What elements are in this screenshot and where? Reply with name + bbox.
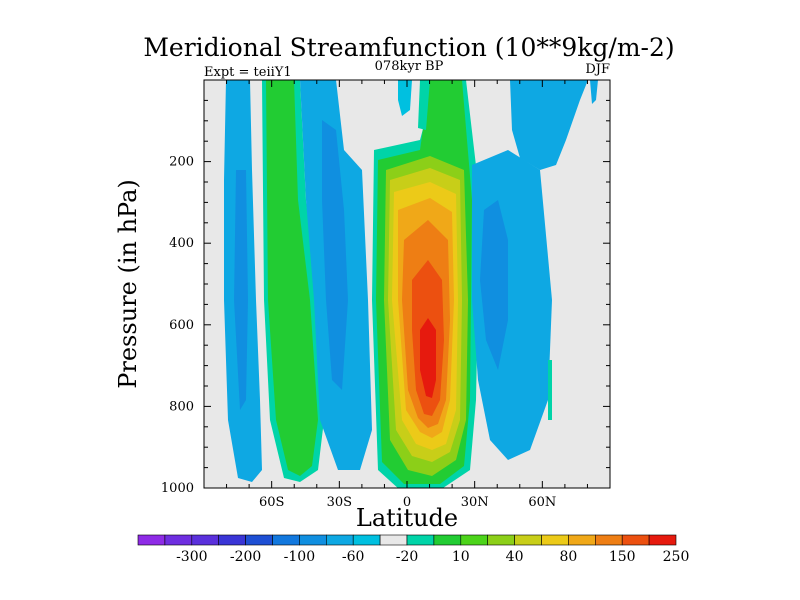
contour-northern-polar-streak	[590, 80, 598, 104]
x-tick-label: 30S	[327, 495, 352, 510]
contour-northern-small-feature	[548, 360, 552, 420]
x-tick-label: 0	[403, 495, 411, 510]
y-tick-label: 200	[169, 155, 194, 170]
x-axis: 60S 30S 0 30N 60N	[226, 80, 588, 510]
y-tick-label: 600	[169, 318, 194, 333]
x-tick-label: 30N	[461, 495, 489, 510]
contour-northern-hadley-core	[420, 318, 436, 398]
x-tick-label: 60N	[528, 495, 556, 510]
colorbar-bin	[568, 534, 596, 546]
colorbar-bin	[325, 534, 354, 546]
y-tick-label: 400	[169, 236, 194, 251]
center-subtitle: 078kyr BP	[375, 59, 444, 74]
colorbar-bin	[514, 534, 542, 546]
colorbar-bin	[648, 534, 677, 546]
colorbar-label: -20	[396, 549, 419, 565]
colorbar-bin	[541, 534, 569, 546]
colorbar-bin	[406, 534, 435, 546]
y-axis: 200 400 600 800 1000	[161, 99, 610, 496]
contour-northern-ferrel-core	[480, 200, 508, 370]
colorbar-bin	[299, 534, 327, 546]
plot-area: 60S 30S 0 30N 60N 200 400 600 800 1000	[161, 79, 611, 510]
colorbar-bin	[245, 534, 273, 546]
colorbar-bin	[460, 534, 488, 546]
contour-southern-cell-core	[234, 170, 248, 410]
colorbar-bin	[218, 534, 246, 546]
colorbar-bin	[487, 534, 515, 546]
contour-southern-ferrel-core	[266, 80, 318, 476]
contour-fill	[224, 80, 598, 488]
colorbar-label: 150	[609, 549, 636, 565]
colorbar-bin	[379, 534, 408, 546]
y-tick-label: 800	[169, 399, 194, 414]
colorbar-label: -60	[342, 549, 365, 565]
colorbar-bin	[191, 534, 220, 546]
colorbar-bin	[272, 534, 300, 546]
y-axis-label: Pressure (in hPa)	[114, 179, 142, 389]
colorbar-label: 10	[452, 549, 470, 565]
colorbar-bin	[621, 534, 650, 546]
colorbar-bin	[433, 534, 462, 546]
colorbar-label: -300	[176, 549, 207, 565]
colorbar-label: 250	[663, 549, 690, 565]
colorbar-label: -100	[284, 549, 315, 565]
chart-title: Meridional Streamfunction (10**9kg/m-2)	[143, 33, 674, 62]
colorbar-bin	[164, 534, 193, 546]
contour-top-streak-a	[398, 80, 412, 116]
colorbar-label: 40	[506, 549, 524, 565]
contour-southern-hadley-core	[322, 120, 348, 390]
x-axis-label: Latitude	[356, 504, 458, 532]
left-subtitle: Expt = teiiY1	[204, 65, 292, 80]
contour-northern-polar-band	[510, 80, 588, 170]
colorbar-bin	[137, 534, 166, 546]
colorbar-bin	[352, 534, 381, 546]
right-subtitle: DJF	[585, 62, 610, 77]
colorbar-label: -200	[230, 549, 261, 565]
contour-top-streak-b	[418, 80, 430, 130]
colorbar: -300 -200 -100 -60 -20 10 40 80 150 250	[137, 534, 690, 565]
colorbar-bin	[594, 534, 623, 546]
colorbar-label: 80	[559, 549, 577, 565]
y-tick-label: 1000	[161, 481, 194, 496]
x-tick-label: 60S	[259, 495, 284, 510]
